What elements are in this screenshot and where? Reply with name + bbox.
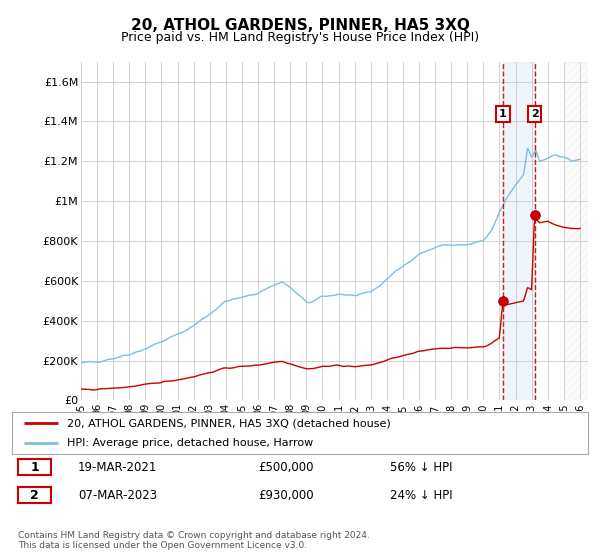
Text: £500,000: £500,000 bbox=[258, 461, 314, 474]
Bar bbox=[564, 62, 588, 400]
Bar bbox=[564, 62, 588, 400]
Text: 07-MAR-2023: 07-MAR-2023 bbox=[78, 489, 157, 502]
Text: 24% ↓ HPI: 24% ↓ HPI bbox=[390, 489, 452, 502]
Text: 1: 1 bbox=[30, 460, 39, 474]
Text: HPI: Average price, detached house, Harrow: HPI: Average price, detached house, Harr… bbox=[67, 438, 313, 448]
Text: 1: 1 bbox=[499, 109, 507, 119]
Text: Contains HM Land Registry data © Crown copyright and database right 2024.
This d: Contains HM Land Registry data © Crown c… bbox=[18, 531, 370, 550]
Text: 20, ATHOL GARDENS, PINNER, HA5 3XQ (detached house): 20, ATHOL GARDENS, PINNER, HA5 3XQ (deta… bbox=[67, 418, 391, 428]
Text: 20, ATHOL GARDENS, PINNER, HA5 3XQ: 20, ATHOL GARDENS, PINNER, HA5 3XQ bbox=[131, 18, 469, 34]
Text: 2: 2 bbox=[530, 109, 538, 119]
Text: 56% ↓ HPI: 56% ↓ HPI bbox=[390, 461, 452, 474]
Text: Price paid vs. HM Land Registry's House Price Index (HPI): Price paid vs. HM Land Registry's House … bbox=[121, 31, 479, 44]
Bar bbox=[503, 62, 535, 400]
Text: 19-MAR-2021: 19-MAR-2021 bbox=[78, 461, 157, 474]
Text: 2: 2 bbox=[30, 488, 39, 502]
Text: £930,000: £930,000 bbox=[258, 489, 314, 502]
